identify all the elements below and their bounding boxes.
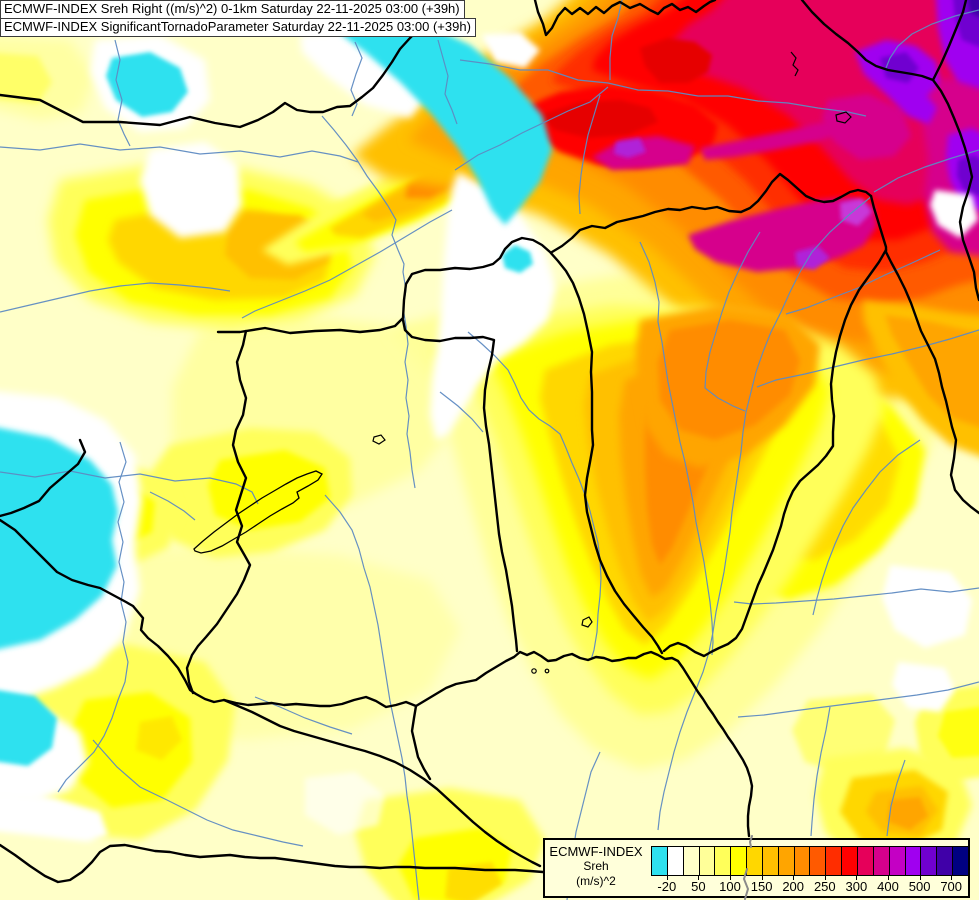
- legend-tick-mark: [761, 875, 763, 880]
- legend-tick-label: 400: [877, 879, 899, 894]
- map-titles: ECMWF-INDEX Sreh Right ((m/s)^2) 0-1km S…: [0, 0, 476, 37]
- map-small-marks: [372, 51, 852, 674]
- legend-color-cell: [731, 847, 748, 875]
- legend-color-cell: [873, 847, 890, 875]
- legend-color-cell: [652, 847, 668, 875]
- legend-tick-label: 200: [782, 879, 805, 894]
- legend-color-cell: [826, 847, 843, 875]
- legend-color-cell: [699, 847, 716, 875]
- legend-color-cell: [794, 847, 811, 875]
- legend-tick-label: 700: [940, 879, 963, 894]
- title-line-1: ECMWF-INDEX Sreh Right ((m/s)^2) 0-1km S…: [0, 0, 465, 19]
- legend-units-label: (m/s)^2: [576, 874, 616, 888]
- legend-colorbar: [651, 846, 969, 876]
- lake-balaton: [193, 470, 323, 554]
- legend-tick-label: 500: [908, 879, 931, 894]
- legend-tick-mark: [951, 875, 953, 880]
- legend-color-cell: [715, 847, 732, 875]
- legend-color-cell: [905, 847, 922, 875]
- legend-parameter-label: Sreh: [583, 859, 609, 873]
- border-west-squiggle: [0, 438, 87, 518]
- legend-tick-mark: [888, 875, 889, 880]
- legend-tick-mark: [793, 875, 795, 880]
- border-slovenia: [185, 329, 252, 695]
- border-south: [0, 518, 754, 838]
- legend-tick-mark: [856, 875, 858, 880]
- border-west-descent: [401, 318, 519, 653]
- border-northeast-upper: [800, 0, 979, 302]
- legend-color-cell: [762, 847, 779, 875]
- legend-tick-mark: [919, 875, 921, 880]
- legend-tick-mark: [730, 875, 731, 880]
- legend-tick-label: 150: [750, 879, 773, 894]
- legend-tick-label: 300: [845, 879, 868, 894]
- legend-color-cell: [953, 847, 968, 875]
- legend-color-cell: [667, 847, 684, 875]
- border-danube-chain: [216, 236, 664, 655]
- border-northwest: [0, 28, 420, 129]
- legend-tick-label: 250: [813, 879, 836, 894]
- legend-color-cell: [937, 847, 954, 875]
- legend-ticks: -20 50 100 150 200 250 300 400 500 700: [651, 875, 967, 895]
- legend-tick-label: -20: [657, 879, 677, 894]
- legend-tick-mark: [666, 875, 668, 880]
- legend-labels: ECMWF-INDEX Sreh (m/s)^2: [545, 840, 647, 896]
- border-northeast-branch: [931, 0, 968, 82]
- legend-color-cell: [889, 847, 906, 875]
- legend-color-cell: [683, 847, 700, 875]
- border-top-squiggle: [533, 0, 717, 37]
- legend-color-cell: [747, 847, 763, 875]
- legend-bar-zone: -20 50 100 150 200 250 300 400 500 700: [647, 840, 969, 896]
- legend-color-cell: [810, 847, 827, 875]
- legend-color-cell: [778, 847, 795, 875]
- legend-tick-mark: [698, 875, 700, 880]
- border-northeast-descent: [869, 194, 979, 515]
- border-south-fork: [222, 698, 542, 868]
- border-south-branch: [410, 704, 432, 781]
- title-line-2: ECMWF-INDEX SignificantTornadoParameter …: [0, 18, 476, 37]
- legend-tick-label: 100: [719, 879, 741, 894]
- legend: ECMWF-INDEX Sreh (m/s)^2 -20 50 100 150 200 2…: [543, 838, 970, 898]
- legend-model-label: ECMWF-INDEX: [549, 844, 643, 859]
- border-romania: [662, 248, 888, 658]
- legend-color-cell: [857, 847, 874, 875]
- border-bottom: [0, 843, 545, 884]
- legend-color-cell: [842, 847, 858, 875]
- border-north-eastwest: [550, 172, 873, 254]
- legend-tick-label: 50: [691, 879, 706, 894]
- legend-tick-mark: [824, 875, 826, 880]
- legend-color-cell: [921, 847, 938, 875]
